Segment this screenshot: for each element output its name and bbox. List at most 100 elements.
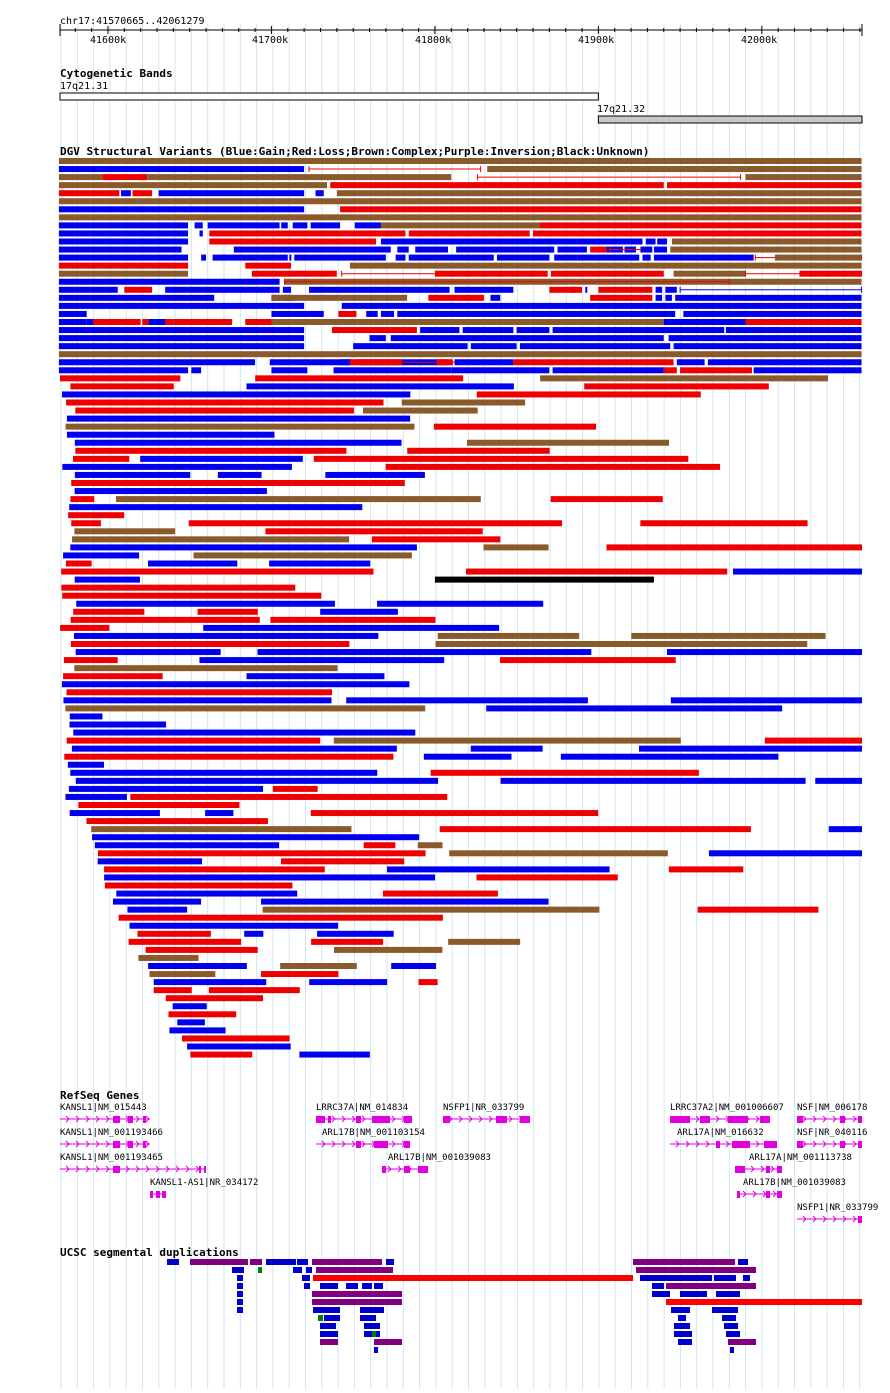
dgv-variant <box>423 753 512 760</box>
dgv-variant <box>386 866 610 873</box>
dgv-variant <box>486 705 783 712</box>
gene-label[interactable]: NSFP1|NR_033799 <box>797 1203 879 1213</box>
gene-label[interactable]: NSF|NR_040116 <box>797 1128 868 1138</box>
dgv-variant <box>397 310 676 317</box>
dgv-variant <box>63 673 163 680</box>
dgv-variant <box>129 922 339 929</box>
gene-label[interactable]: NSFP1|NR_033799 <box>443 1103 525 1113</box>
segdup-feature <box>232 1267 244 1273</box>
gene-strand-arrow <box>361 1140 366 1148</box>
gene-label[interactable]: ARL17B|NM_001103154 <box>322 1128 425 1138</box>
dgv-variant <box>433 423 597 430</box>
gene-label[interactable]: ARL17B|NM_001039083 <box>743 1178 846 1188</box>
gene-label[interactable]: NSF|NM_006178 <box>797 1103 868 1113</box>
dgv-variant <box>168 1011 237 1018</box>
gene-exon <box>797 1116 803 1123</box>
dgv-variant <box>371 536 501 543</box>
segdup-feature <box>293 1267 302 1273</box>
segdup-feature <box>678 1315 686 1321</box>
dgv-variant <box>407 447 550 454</box>
gene-strand-arrow <box>695 1140 700 1148</box>
ruler-tick-label: 41900k <box>578 35 615 46</box>
dgv-variant <box>194 222 203 229</box>
dgv-variant <box>62 463 292 470</box>
dgv-variant <box>58 158 862 164</box>
gene-label[interactable]: KANSL1|NM_001193465 <box>60 1153 163 1163</box>
gene-strand-arrow <box>685 1140 690 1148</box>
dgv-variant <box>665 286 677 293</box>
gene-label[interactable]: ARL17A|NM_001113738 <box>749 1153 852 1163</box>
gene-exon <box>764 1141 777 1148</box>
gene-label[interactable]: KANSL1|NM_015443 <box>60 1103 147 1113</box>
dgv-variant <box>448 938 521 945</box>
gene-strand-arrow <box>695 1115 700 1123</box>
dgv-variant <box>177 1019 205 1026</box>
dgv-variant <box>65 423 415 430</box>
gene-exon <box>316 1116 325 1123</box>
dgv-variant <box>271 310 324 317</box>
dgv-variant <box>191 367 202 374</box>
gene-strand-arrow <box>770 1165 775 1173</box>
dgv-variant <box>74 439 402 446</box>
dgv-variant <box>697 906 819 913</box>
dgv-variant <box>128 938 242 945</box>
segdup-feature <box>728 1339 756 1345</box>
dgv-variant <box>466 568 728 575</box>
gene-exon <box>204 1166 206 1173</box>
dgv-variant <box>585 286 588 293</box>
dgv-variant <box>645 238 656 245</box>
segdup-feature <box>318 1315 323 1321</box>
dgv-variant <box>430 769 699 776</box>
dgv-variant <box>655 286 663 293</box>
dgv-variant <box>745 319 862 325</box>
gene-exon <box>777 1191 782 1198</box>
gene-label[interactable]: ARL17A|NM_016632 <box>677 1128 764 1138</box>
gene-label[interactable]: LRRC37A2|NM_001006607 <box>670 1103 784 1113</box>
segdup-feature <box>712 1307 738 1313</box>
gene-label[interactable]: KANSL1-AS1|NR_034172 <box>150 1178 259 1188</box>
dgv-variant <box>60 375 181 382</box>
gene-strand-arrow <box>145 1115 150 1123</box>
dgv-variant <box>58 294 215 301</box>
dgv-variant <box>753 367 862 374</box>
dgv-variant <box>550 496 663 503</box>
dgv-variant <box>500 657 676 664</box>
segdup-feature <box>316 1267 393 1273</box>
segdup-feature <box>320 1323 336 1329</box>
gene-exon <box>858 1116 862 1123</box>
segdup-feature <box>738 1259 748 1265</box>
gene-strand-arrow <box>135 1140 140 1148</box>
dgv-variant <box>58 166 305 173</box>
gene-strand-arrow <box>755 1115 760 1123</box>
dgv-variant <box>130 793 448 800</box>
segdup-feature <box>312 1291 402 1297</box>
gene-exon <box>760 1116 770 1123</box>
dgv-variant <box>69 810 160 817</box>
dgv-variant <box>58 278 280 285</box>
dgv-variant <box>118 914 443 921</box>
gene-label[interactable]: ARL17B|NM_001039083 <box>388 1153 491 1163</box>
gene-label[interactable]: KANSL1|NM_001193466 <box>60 1128 163 1138</box>
dgv-variant <box>653 254 754 261</box>
gene-exon <box>374 1141 388 1148</box>
dgv-variant <box>70 544 417 551</box>
dgv-variant <box>670 697 862 704</box>
dgv-variant <box>145 946 258 953</box>
segdup-feature <box>386 1259 394 1265</box>
dgv-variant <box>680 367 753 374</box>
dgv-variant <box>270 616 436 623</box>
dgv-variant <box>269 359 354 366</box>
dgv-variant <box>313 455 689 462</box>
dgv-variant <box>437 632 580 639</box>
segdup-feature <box>324 1315 340 1321</box>
gene-label[interactable]: LRRC37A|NM_014834 <box>316 1103 409 1113</box>
dgv-variant <box>58 351 862 358</box>
dgv-variant <box>255 375 464 382</box>
dgv-variant <box>63 552 140 559</box>
dgv-variant <box>58 238 189 245</box>
gene-exon <box>766 1191 770 1198</box>
dgv-variant <box>671 238 862 245</box>
gene-strand-arrow <box>361 1115 366 1123</box>
dgv-variant <box>75 649 221 656</box>
segdup-feature <box>652 1283 664 1289</box>
